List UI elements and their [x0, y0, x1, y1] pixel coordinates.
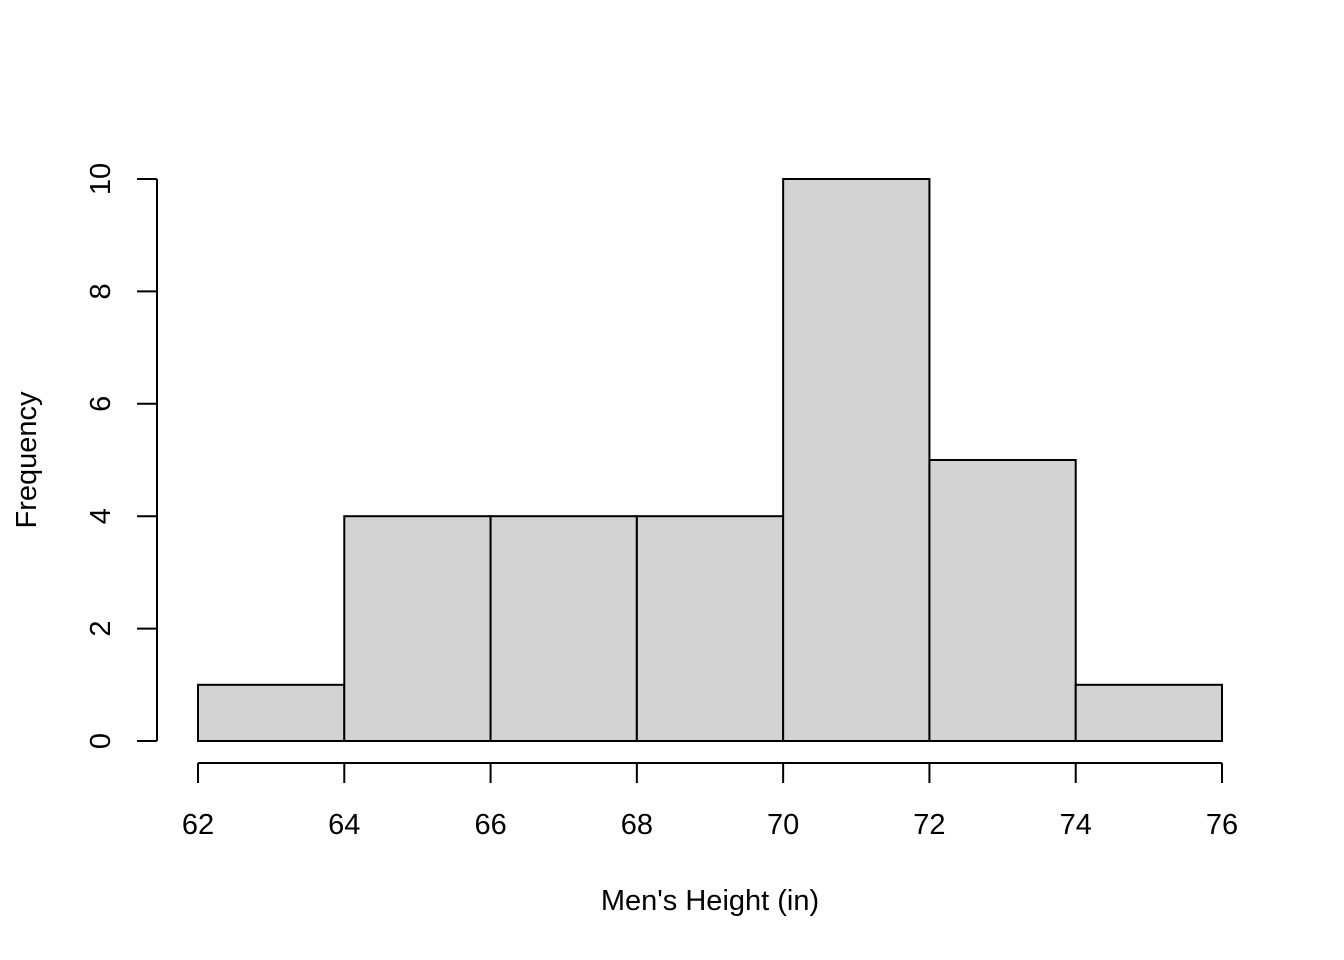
histogram-bar-70-72 — [782, 178, 931, 742]
x-axis-title: Men's Height (in) — [601, 885, 819, 917]
x-tick-label: 72 — [913, 809, 945, 841]
x-tick-label: 74 — [1060, 809, 1092, 841]
x-tick-label: 70 — [767, 809, 799, 841]
histogram-bar-68-70 — [635, 515, 785, 743]
x-tick-label: 76 — [1206, 809, 1238, 841]
histogram-bar-62-64 — [197, 683, 346, 742]
x-tick-label: 68 — [621, 809, 653, 841]
histogram-bar-64-66 — [343, 515, 492, 743]
y-axis-title: Frequency — [11, 391, 43, 529]
x-tick-label: 62 — [182, 809, 214, 841]
x-tick-label: 64 — [328, 809, 360, 841]
y-tick-label: 4 — [85, 508, 117, 524]
y-tick-label: 8 — [85, 283, 117, 299]
x-tick-label: 66 — [474, 809, 506, 841]
y-tick-label: 6 — [85, 396, 117, 412]
y-tick-label: 2 — [85, 621, 117, 637]
y-tick-label: 0 — [85, 733, 117, 749]
histogram-bar-74-76 — [1074, 683, 1223, 742]
histogram-bars — [197, 178, 1223, 743]
histogram-bar-66-68 — [489, 515, 638, 743]
x-axis: 62 64 66 68 70 72 74 76 — [182, 762, 1238, 841]
y-tick-label: 10 — [85, 163, 117, 195]
histogram-bar-72-74 — [928, 459, 1077, 742]
y-axis: 0 2 4 6 8 10 — [85, 163, 158, 749]
